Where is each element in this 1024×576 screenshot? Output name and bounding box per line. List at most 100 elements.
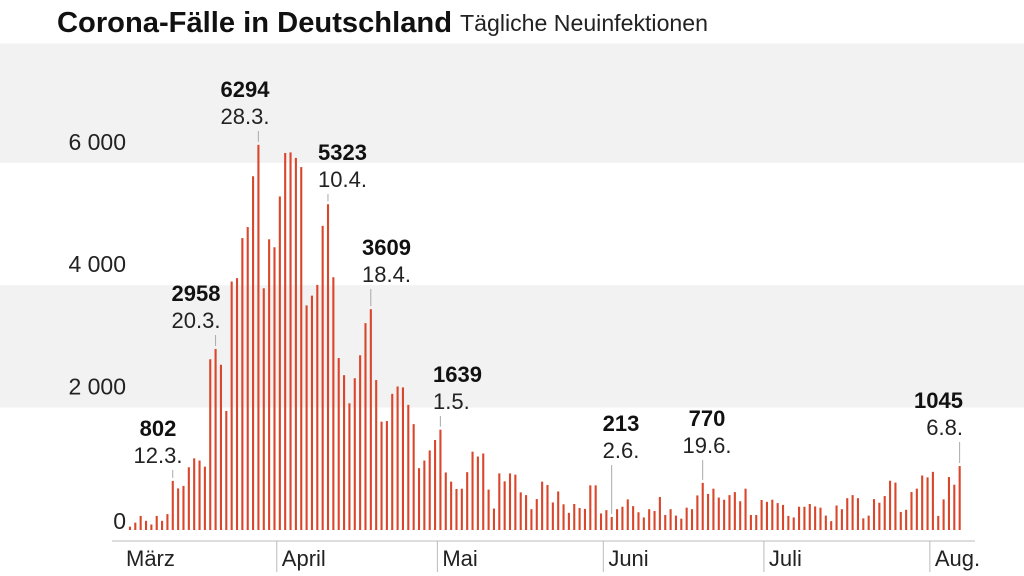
annotation-date: 10.4.	[318, 167, 367, 192]
y-tick-label: 2 000	[68, 374, 126, 400]
bar-28.6.	[749, 515, 752, 530]
bar-24.4.	[401, 387, 405, 530]
bar-11.4.	[332, 277, 335, 530]
bar-19.5.	[535, 499, 538, 530]
bar-22.5.	[551, 502, 554, 530]
bar-23.7.	[883, 496, 886, 530]
bar-3.4.	[289, 152, 292, 530]
bar-27.5.	[578, 507, 581, 530]
bar-14.7.	[835, 505, 838, 530]
x-tick-label: April	[282, 546, 326, 571]
bar-25.7.	[894, 482, 897, 530]
bar-15.3.	[187, 467, 190, 530]
bar-20.4.	[380, 421, 383, 530]
bar-21.7.	[872, 499, 876, 530]
bar-28.5.	[583, 508, 587, 530]
bar-19.3.	[209, 359, 212, 530]
bar-2.4.	[284, 153, 287, 530]
bar-13.4.	[343, 375, 346, 530]
bar-16.5.	[519, 492, 522, 530]
bar-20.5.	[541, 481, 544, 530]
bar-2.5.	[444, 472, 447, 530]
bar-10.4.	[326, 204, 330, 530]
bar-27.3.	[252, 176, 255, 530]
bar-30.4.	[434, 440, 437, 530]
bar-11.3.	[166, 514, 169, 530]
x-tick-label: März	[126, 546, 175, 571]
bar-1.8.	[931, 471, 934, 530]
bar-13.7.	[830, 521, 833, 530]
bar-23.5.	[557, 491, 560, 530]
bar-15.6.	[680, 518, 683, 530]
bar-6.5.	[466, 472, 469, 530]
bar-12.5.	[498, 473, 501, 530]
bar-27.7.	[905, 509, 908, 530]
bar-13.3.	[177, 488, 180, 530]
bar-5.6.	[626, 499, 629, 530]
bar-8.6.	[642, 517, 645, 530]
y-tick-label: 6 000	[68, 129, 126, 155]
bar-6.3.	[139, 515, 142, 530]
bar-16.7.	[846, 498, 849, 530]
bar-7.5.	[471, 451, 474, 530]
bar-20.3.	[214, 348, 217, 530]
bar-24.6.	[728, 495, 731, 530]
bar-17.5.	[525, 495, 528, 530]
bar-19.6.	[701, 482, 704, 530]
bar-29.3.	[262, 288, 265, 530]
bar-16.6.	[685, 507, 688, 530]
bar-18.4.	[369, 309, 372, 530]
bar-27.4.	[417, 468, 421, 530]
bar-24.5.	[562, 504, 565, 530]
bar-25.3.	[241, 238, 244, 531]
bar-5.4.	[300, 167, 303, 531]
bar-4.3.	[128, 526, 131, 530]
bar-31.3.	[273, 247, 276, 531]
bar-1.4.	[278, 196, 281, 530]
bar-12.7.	[824, 515, 827, 530]
bar-26.4.	[412, 424, 415, 530]
bar-11.5.	[492, 508, 496, 530]
annotation-date: 6.8.	[926, 415, 963, 440]
bar-24.3.	[235, 278, 239, 530]
chart-title: Corona-Fälle in Deutschland	[57, 7, 452, 39]
bar-29.6.	[755, 515, 758, 530]
bar-31.5.	[599, 513, 603, 530]
bar-9.4.	[321, 225, 324, 530]
bar-6.6.	[632, 506, 635, 530]
bar-26.3.	[246, 227, 249, 530]
gray-band	[0, 43, 1024, 163]
annotation-value: 5323	[318, 140, 367, 165]
bar-21.3.	[219, 364, 223, 530]
bar-21.4.	[385, 421, 388, 530]
bar-7.4.	[310, 295, 314, 530]
gray-band	[0, 285, 1024, 408]
annotation-date: 20.3.	[172, 308, 221, 333]
bar-30.6.	[760, 500, 763, 530]
bar-10.7.	[814, 506, 817, 530]
annotation-date: 19.6.	[683, 433, 732, 458]
bar-16.3.	[193, 458, 196, 530]
bar-12.6.	[664, 515, 667, 530]
bar-21.6.	[712, 488, 715, 530]
bar-1.6.	[605, 510, 608, 530]
bar-10.6.	[653, 511, 656, 530]
bar-8.3.	[150, 524, 153, 530]
bar-26.5.	[573, 503, 576, 530]
bar-14.6.	[674, 515, 678, 530]
annotation-date: 28.3.	[221, 104, 270, 129]
bar-28.4.	[423, 460, 426, 530]
annotation-date: 1.5.	[433, 389, 470, 414]
bar-16.4.	[359, 355, 362, 530]
bar-5.7.	[787, 515, 790, 530]
annotation-value: 6294	[221, 77, 271, 102]
bar-29.4.	[428, 450, 431, 530]
y-axis: 0 2 000 4 000 6 000	[68, 129, 126, 534]
annotation-value: 2958	[172, 281, 221, 306]
bar-4.6.	[621, 506, 624, 530]
bar-23.4.	[396, 386, 399, 530]
bar-25.4.	[407, 404, 410, 530]
bar-3.5.	[450, 481, 453, 530]
bar-7.3.	[144, 520, 148, 530]
annotation-value: 3609	[362, 235, 411, 260]
